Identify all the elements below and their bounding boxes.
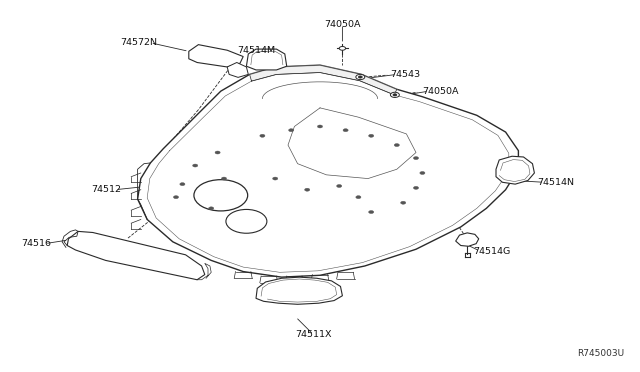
Circle shape — [413, 157, 419, 160]
Circle shape — [394, 144, 399, 147]
Circle shape — [173, 196, 179, 199]
Circle shape — [420, 171, 425, 174]
Text: 74572N: 74572N — [120, 38, 157, 47]
Circle shape — [337, 185, 342, 187]
Polygon shape — [67, 231, 205, 280]
Circle shape — [369, 211, 374, 214]
Polygon shape — [189, 45, 243, 67]
Circle shape — [193, 164, 198, 167]
Text: 74050A: 74050A — [422, 87, 459, 96]
Circle shape — [273, 177, 278, 180]
Text: 74514N: 74514N — [538, 178, 575, 187]
Circle shape — [209, 207, 214, 210]
Circle shape — [390, 92, 399, 97]
Circle shape — [393, 94, 397, 96]
Text: 74514M: 74514M — [237, 46, 275, 55]
Circle shape — [358, 76, 362, 78]
Circle shape — [215, 151, 220, 154]
Text: 74511X: 74511X — [295, 330, 332, 339]
Circle shape — [369, 134, 374, 137]
Text: R745003U: R745003U — [577, 349, 624, 358]
Circle shape — [339, 46, 346, 50]
Polygon shape — [250, 65, 397, 95]
Circle shape — [226, 209, 267, 233]
Circle shape — [356, 196, 361, 199]
Circle shape — [317, 125, 323, 128]
Circle shape — [401, 201, 406, 204]
Text: 74050A: 74050A — [324, 20, 361, 29]
Circle shape — [413, 186, 419, 189]
Circle shape — [180, 183, 185, 186]
Polygon shape — [456, 233, 479, 246]
Circle shape — [221, 177, 227, 180]
Circle shape — [356, 74, 365, 80]
Polygon shape — [138, 65, 518, 277]
Polygon shape — [246, 49, 287, 70]
Polygon shape — [227, 62, 248, 77]
Circle shape — [194, 180, 248, 211]
Circle shape — [260, 134, 265, 137]
Text: 74516: 74516 — [21, 239, 51, 248]
Circle shape — [305, 188, 310, 191]
Text: 74512: 74512 — [92, 185, 122, 194]
Circle shape — [343, 129, 348, 132]
Polygon shape — [496, 156, 534, 184]
Polygon shape — [256, 277, 342, 304]
Circle shape — [289, 129, 294, 132]
Text: 74543: 74543 — [390, 70, 420, 79]
Text: 74514G: 74514G — [474, 247, 511, 256]
